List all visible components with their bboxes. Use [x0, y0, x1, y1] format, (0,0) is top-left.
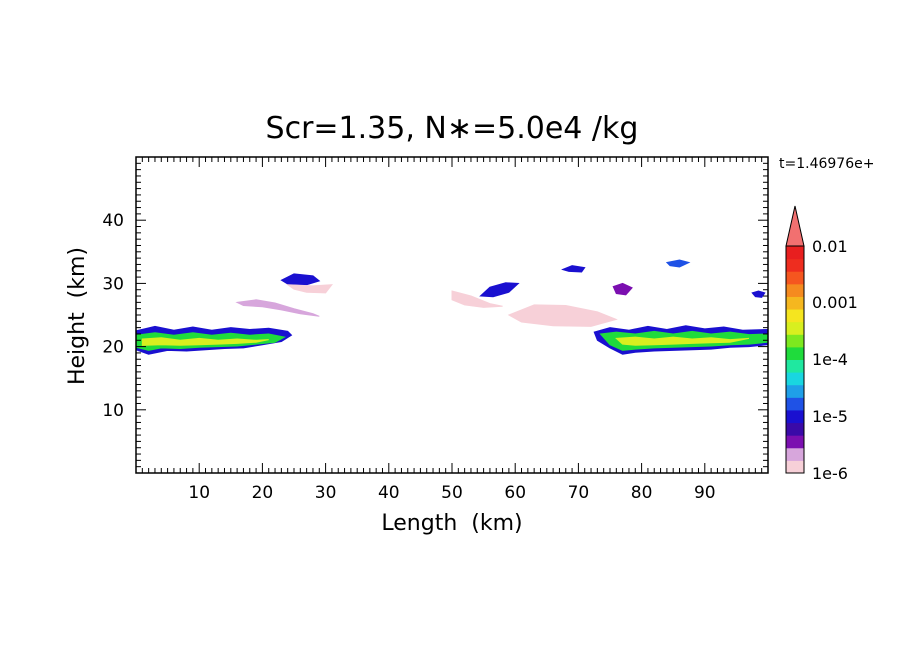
colorbar-swatch — [786, 372, 804, 386]
x-tick-label: 20 — [252, 483, 274, 503]
contour-region-right-layer-yellow — [615, 336, 750, 346]
contour-region-blob-86km — [665, 259, 691, 268]
colorbar-swatch — [786, 397, 804, 411]
colorbar-swatch — [786, 409, 804, 424]
contour-region-left-thin-band — [235, 299, 320, 317]
contour-regions — [135, 259, 769, 355]
colorbar-swatch — [786, 435, 804, 449]
colorbar-swatch — [786, 422, 804, 436]
y-tick-label: 10 — [102, 401, 124, 421]
x-tick-label: 60 — [504, 483, 526, 503]
axis-tick-labels: 10 20 30 40 50 60 70 80 90 10 20 30 40 — [102, 211, 715, 503]
x-tick-label: 40 — [378, 483, 400, 503]
plot-frame — [135, 156, 769, 474]
axis-ticks — [136, 157, 768, 473]
y-tick-label: 40 — [102, 211, 124, 231]
contour-region-blob-30km-halo — [285, 284, 333, 294]
colorbar-swatch — [786, 246, 804, 260]
plot-area: 10 20 30 40 50 60 70 80 90 10 20 30 40 — [102, 156, 769, 503]
contour-region-left-layer-yellow — [141, 337, 269, 346]
colorbar-swatch — [786, 460, 804, 474]
colorbar-label: 1e-6 — [812, 464, 848, 483]
colorbar-label: 1e-4 — [812, 350, 848, 369]
contour-region-blob-69km — [561, 265, 586, 273]
x-tick-label: 10 — [188, 483, 210, 503]
colorbar-swatch — [786, 334, 804, 348]
y-tick-label: 30 — [102, 274, 124, 294]
time-label: t=1.46976e+ — [779, 156, 874, 172]
colorbar-extend-triangle — [785, 205, 805, 247]
x-tick-label: 50 — [441, 483, 463, 503]
colorbar-swatch — [786, 384, 804, 398]
colorbar-frame — [785, 245, 805, 474]
colorbar-swatch — [786, 321, 804, 335]
colorbar: 1e-6 1e-5 1e-4 0.001 0.01 — [785, 205, 858, 483]
y-axis-label: Height (km) — [65, 247, 90, 385]
contour-region-blob-77km — [612, 282, 633, 296]
contour-region-blob-56km-halo — [451, 290, 503, 308]
x-tick-label: 80 — [631, 483, 653, 503]
contour-region-blob-30km — [280, 273, 321, 286]
x-tick-label: 90 — [694, 483, 716, 503]
colorbar-swatch — [786, 258, 804, 272]
colorbar-label: 0.01 — [812, 237, 848, 256]
colorbar-swatch — [786, 346, 804, 360]
colorbar-swatch — [786, 296, 804, 310]
x-tick-label: 70 — [568, 483, 590, 503]
colorbar-label: 1e-5 — [812, 407, 848, 426]
contour-region-middle-band-halo — [507, 304, 618, 327]
x-axis-label: Length (km) — [381, 511, 522, 536]
colorbar-label: 0.001 — [812, 293, 858, 312]
contour-region-blob-98km — [751, 290, 766, 298]
colorbar-swatch — [786, 447, 804, 461]
y-tick-label: 20 — [102, 338, 124, 358]
contour-region-blob-56km — [479, 282, 520, 298]
colorbar-swatch — [786, 359, 804, 373]
x-tick-label: 30 — [315, 483, 337, 503]
colorbar-swatch — [786, 283, 804, 297]
colorbar-swatch — [786, 271, 804, 285]
chart-title: Scr=1.35, N∗=5.0e4 /kg — [266, 111, 639, 146]
colorbar-swatch — [786, 309, 804, 323]
